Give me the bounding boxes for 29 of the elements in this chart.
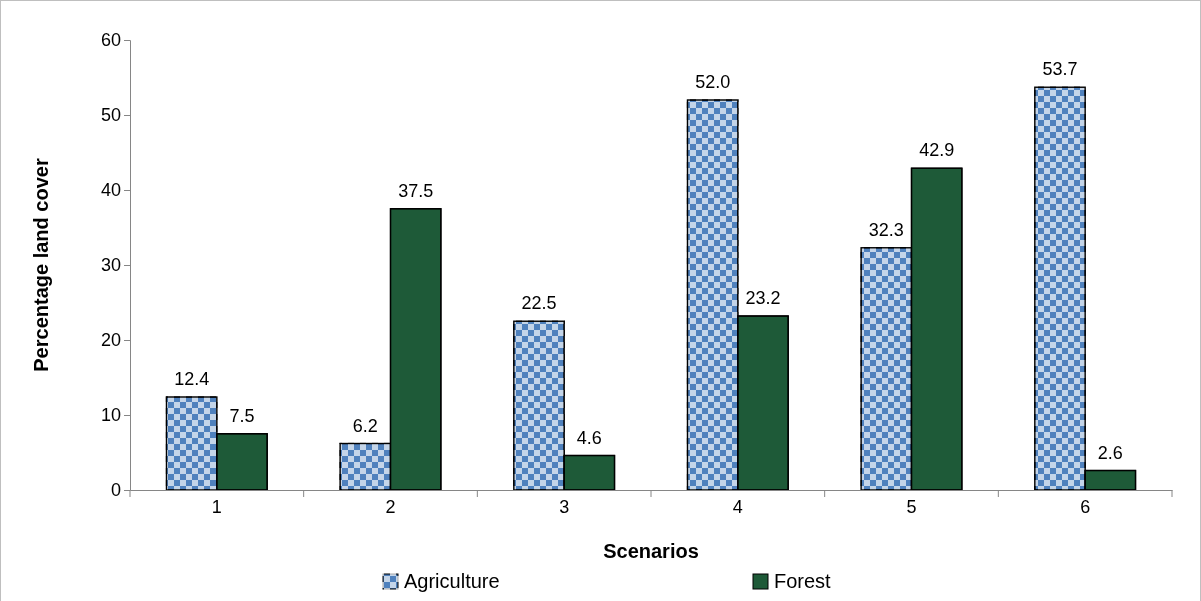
data-label: 22.5 [521,293,557,314]
x-tick-label: 5 [906,496,917,517]
data-label: 12.4 [174,369,210,389]
data-label: 6.2 [352,415,378,436]
y-tick-label: 40 [100,180,121,201]
y-tick-label: 20 [100,330,121,351]
x-tick-label: 4 [732,496,743,517]
y-tick-label: 10 [100,405,121,426]
legend-label: Agriculture [404,570,500,592]
x-tick-label: 6 [1080,496,1091,517]
y-tick-label: 30 [100,255,121,276]
data-label: 32.3 [868,219,904,240]
y-axis-title: Percentage land cover [30,158,52,372]
data-label: 52.0 [695,72,731,92]
data-label: 7.5 [229,405,255,426]
data-label: 42.9 [919,140,955,161]
data-label: 2.6 [1097,442,1123,463]
data-label: 53.7 [1042,59,1078,80]
data-label: 37.5 [398,180,434,201]
x-tick-label: 2 [385,496,396,517]
legend-label: Forest [774,570,832,592]
data-label: 23.2 [745,288,781,308]
x-tick-label: 1 [211,496,222,517]
x-axis-title: Scenarios [603,540,699,562]
x-tick-label: 3 [559,496,570,517]
y-tick-label: 0 [110,480,121,501]
data-label: 4.6 [576,427,602,448]
y-tick-label: 50 [100,105,121,126]
y-tick-label: 60 [100,30,121,51]
